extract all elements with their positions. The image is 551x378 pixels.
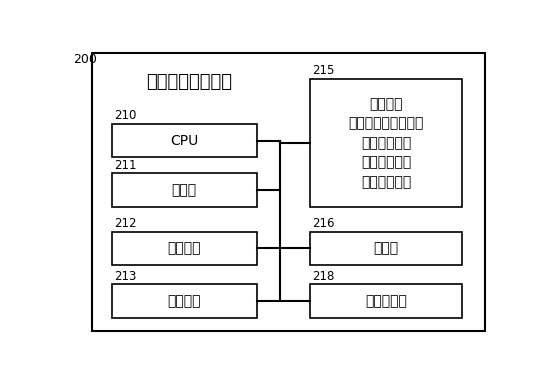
Text: 電源回路: 電源回路 — [168, 294, 201, 308]
Text: 216: 216 — [312, 217, 335, 230]
Bar — [310, 232, 462, 265]
Text: 充電回路: 充電回路 — [168, 242, 201, 256]
Bar — [111, 124, 257, 157]
Bar — [111, 232, 257, 265]
Text: 210: 210 — [114, 110, 136, 122]
Text: 215: 215 — [312, 64, 334, 77]
Text: 通信部: 通信部 — [374, 242, 398, 256]
Text: メモリ: メモリ — [171, 183, 197, 197]
Text: 充電ステーション: 充電ステーション — [145, 73, 232, 91]
Bar — [111, 174, 257, 207]
Text: 218: 218 — [312, 270, 334, 283]
Text: 200: 200 — [73, 53, 97, 66]
Text: 音声出力部: 音声出力部 — [365, 294, 407, 308]
Bar — [310, 284, 462, 318]
Text: 212: 212 — [114, 217, 136, 230]
Text: CPU: CPU — [170, 134, 198, 148]
Text: 213: 213 — [114, 270, 136, 283]
Text: 211: 211 — [114, 159, 136, 172]
Bar — [111, 284, 257, 318]
Bar — [310, 79, 462, 207]
Text: センサ部
（カメラ、マイク、
距離センサ、
温度センサ、
気圧センサ）: センサ部 （カメラ、マイク、 距離センサ、 温度センサ、 気圧センサ） — [348, 97, 424, 189]
